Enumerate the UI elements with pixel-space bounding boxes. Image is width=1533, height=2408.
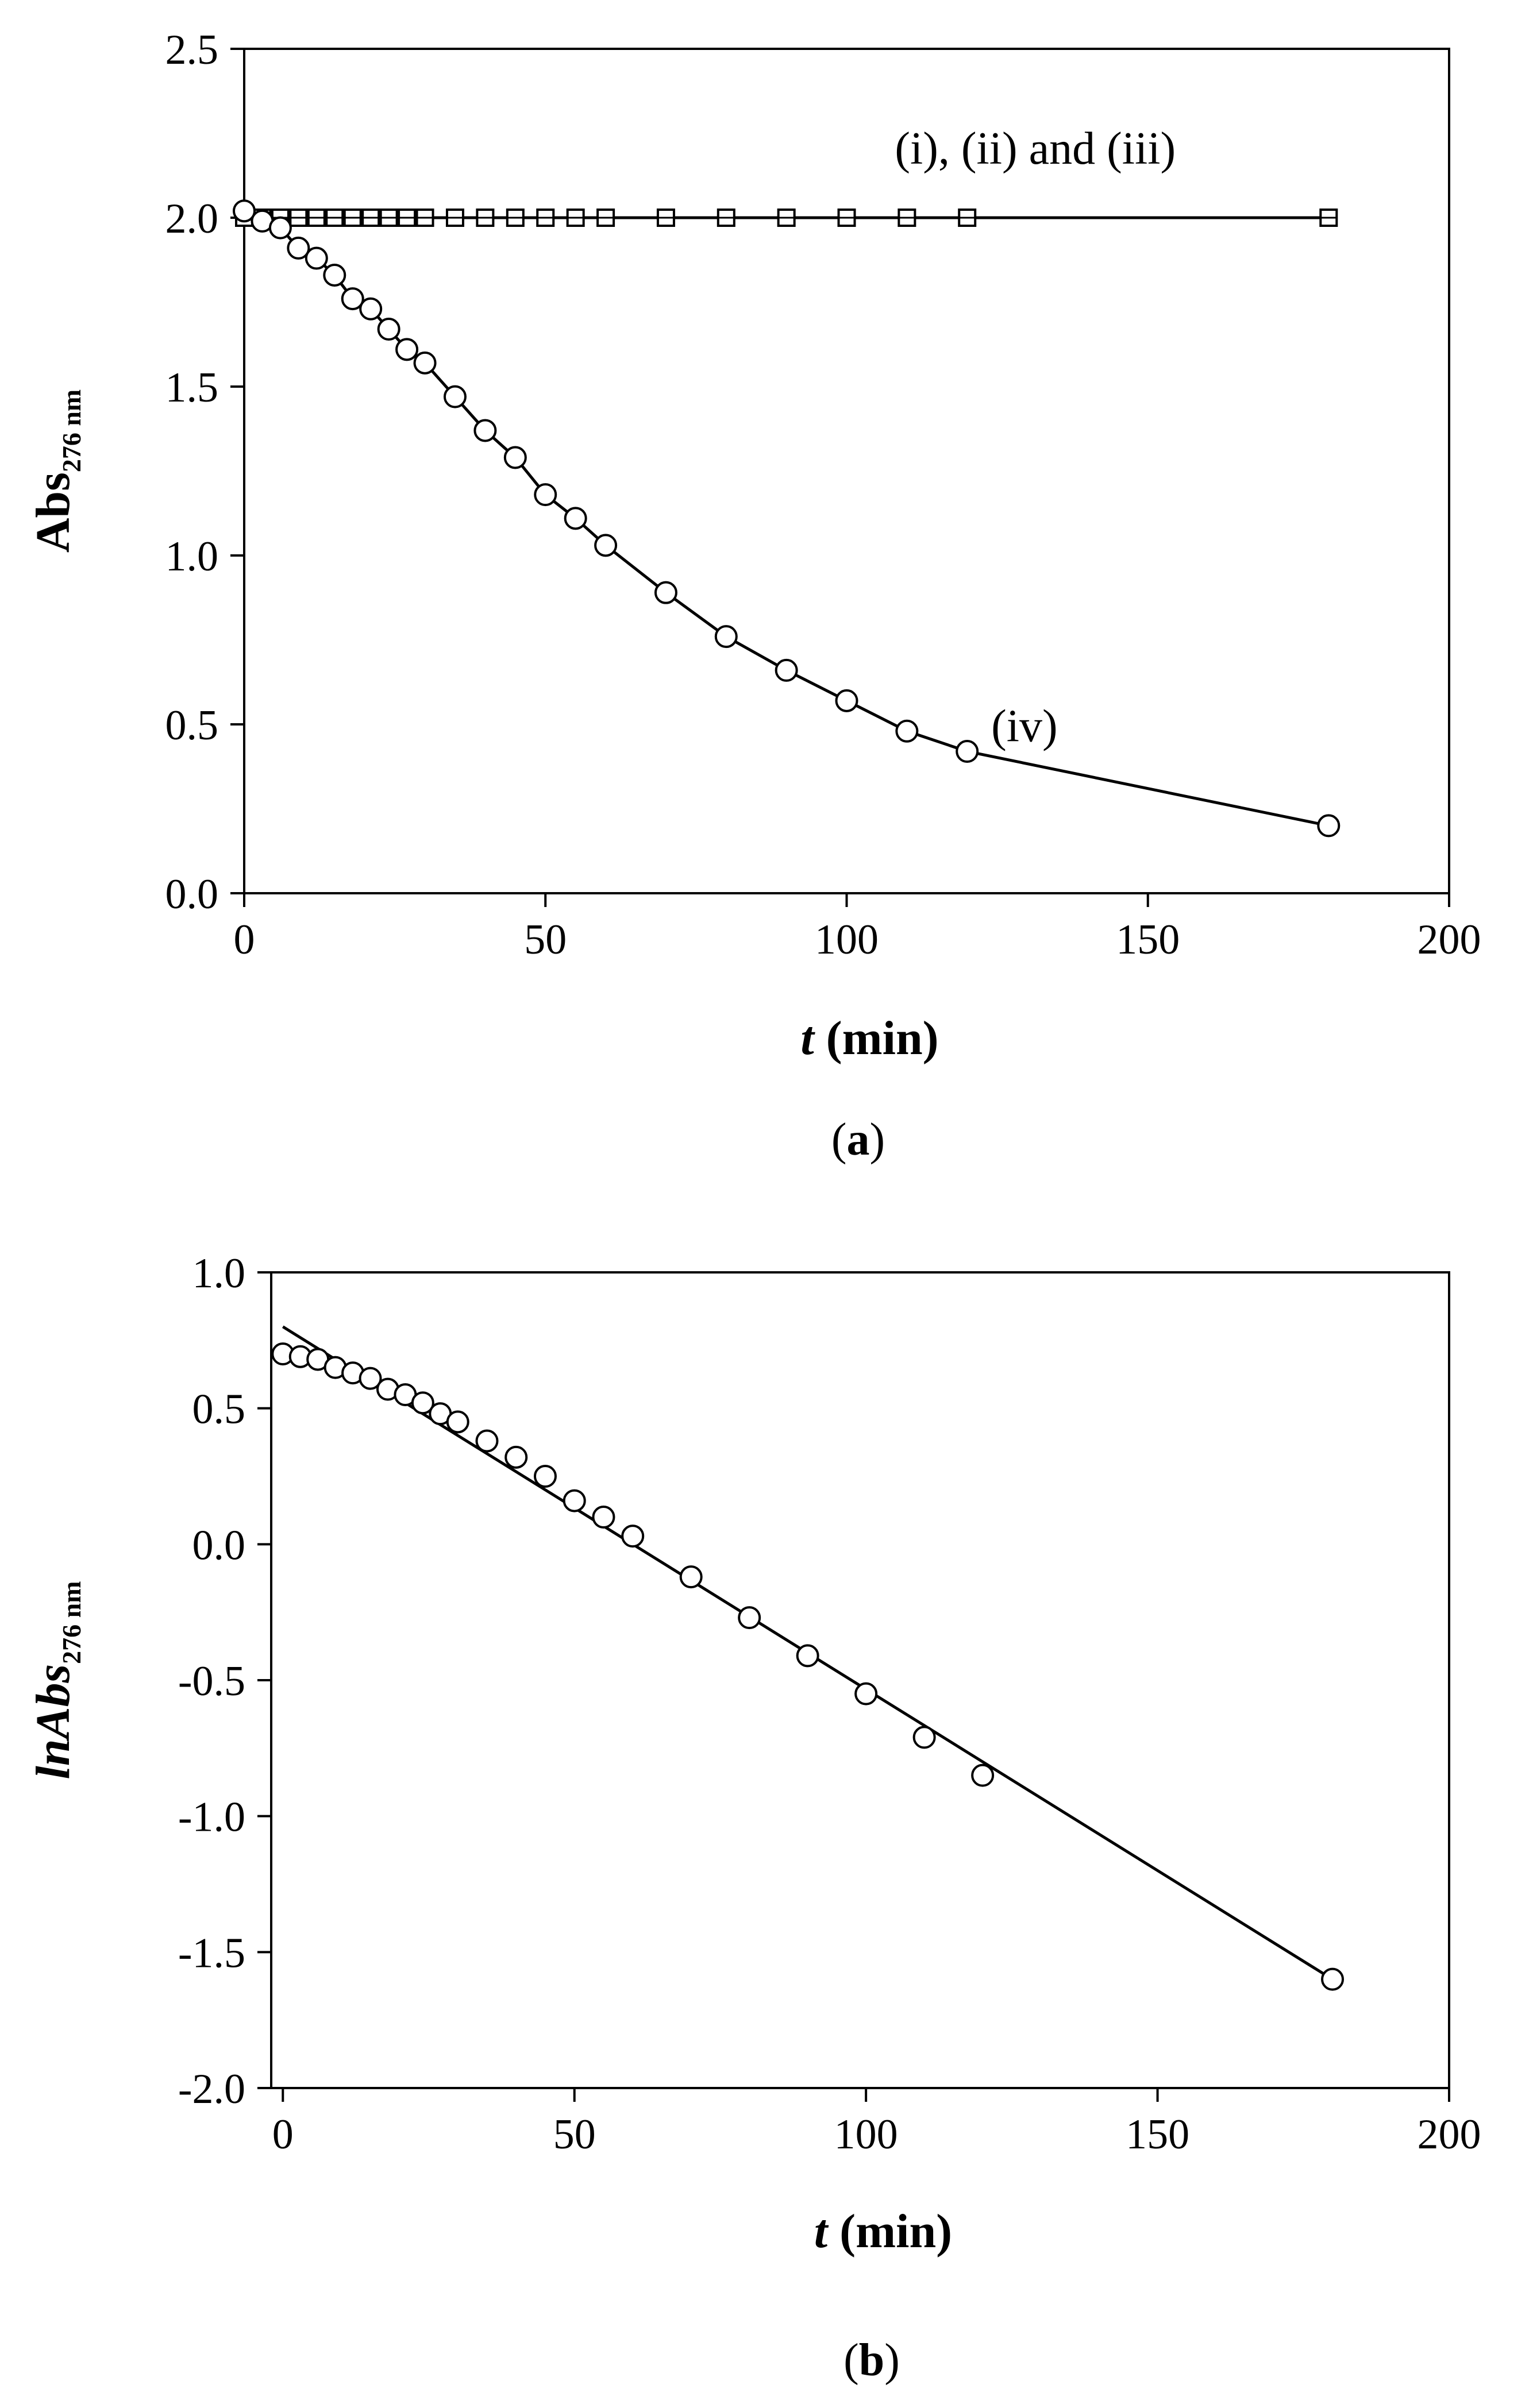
panel-b-x-tick-label: 150 bbox=[1126, 2111, 1189, 2158]
panel-b-x-tick-label: 200 bbox=[1418, 2111, 1481, 2158]
panel-b-series-1-point bbox=[738, 1606, 761, 1630]
panel-a-y-tick-label: 2.5 bbox=[165, 26, 219, 74]
panel-a-series-2-point bbox=[895, 719, 919, 743]
panel-a-series-2-point bbox=[534, 483, 557, 507]
panel-a-series-2-point bbox=[564, 507, 587, 530]
panel-b-series-1-point bbox=[533, 1465, 557, 1488]
panel-a-series-2-point bbox=[503, 446, 527, 469]
panel-a-series-2-point bbox=[323, 263, 346, 287]
panel-a-x-tick-label: 0 bbox=[234, 916, 255, 963]
panel-b-caption-letter: b bbox=[859, 2335, 885, 2386]
panel-b-y-axis-title-sub: 276 nm bbox=[57, 1581, 86, 1664]
panel-b-series-1-point bbox=[854, 1682, 878, 1705]
panel-a-x-tick-label: 150 bbox=[1116, 916, 1180, 963]
panel-b-x-axis-title: t (min) bbox=[814, 2205, 952, 2258]
panel-b-series-1-point bbox=[796, 1644, 819, 1668]
panel-a-plot-frame bbox=[243, 48, 1450, 894]
panel-b-y-tick-label: 1.0 bbox=[192, 1250, 246, 1297]
panel-a-y-tick-label: 1.5 bbox=[165, 364, 219, 411]
panel-b-y-axis-title-main: lnAbs bbox=[26, 1664, 80, 1780]
panel-a-y-tick-label: 0.0 bbox=[165, 871, 219, 918]
panel-b-series-1-point bbox=[592, 1506, 615, 1529]
panel-a-x-tick-label: 200 bbox=[1418, 916, 1481, 963]
panel-b-x-axis-title-unit: (min) bbox=[827, 2205, 952, 2258]
panel-a-y-axis-title-main: Abs bbox=[26, 472, 80, 553]
panel-a-y-tick-label: 2.0 bbox=[165, 195, 219, 242]
panel-a-series-2-point bbox=[395, 338, 419, 361]
panel-b: 0 50 100 150 200 -2.0 -1.5 -1.0 -0.5 0.0 0.5 1.0 t (… bbox=[26, 1250, 1481, 2386]
panel-a-series-2-point bbox=[1317, 814, 1341, 838]
panel-a-x-axis-title-var: t bbox=[800, 1012, 815, 1065]
panel-a-annotation: (iv) bbox=[991, 701, 1058, 751]
panel-b-y-tick-label: 0.0 bbox=[192, 1522, 246, 1569]
panel-b-series-1-point bbox=[504, 1445, 528, 1469]
panel-a-series-2-point bbox=[268, 216, 292, 240]
panel-a-series-2-point bbox=[341, 287, 364, 311]
panel-a-x-tick-label: 50 bbox=[524, 916, 567, 963]
panel-b-series-1-point bbox=[912, 1726, 936, 1749]
panel-a-y-tick-label: 1.0 bbox=[165, 533, 219, 580]
panel-a-series-2-point bbox=[359, 297, 383, 321]
panel-b-y-tick-label: 0.5 bbox=[192, 1386, 246, 1433]
panel-b-series-1-point bbox=[475, 1429, 499, 1453]
panel-a-series-2-point bbox=[775, 658, 798, 682]
panel-b-y-tick-label: -1.5 bbox=[178, 1930, 245, 1977]
panel-a-series-2-point bbox=[473, 419, 497, 442]
panel-b-series-1-point bbox=[411, 1391, 434, 1415]
panel-a-series-2-point bbox=[594, 534, 618, 557]
panel-b-series-1-point bbox=[359, 1367, 382, 1390]
panel-b-y-axis-title: lnAbs276 nm bbox=[26, 1581, 86, 1779]
panel-a-series-2-point bbox=[305, 246, 328, 270]
panel-a-y-axis-title: Abs276 nm bbox=[26, 389, 86, 553]
panel-b-series-1-point bbox=[446, 1410, 469, 1434]
panel-a-caption: (a) bbox=[831, 1114, 885, 1165]
panel-b-y-tick-label: -2.0 bbox=[178, 2066, 245, 2113]
panel-b-series-1-point bbox=[971, 1763, 995, 1787]
panel-a-series-2-point bbox=[287, 236, 310, 260]
panel-a-y-tick-label: 0.5 bbox=[165, 702, 219, 749]
panel-b-x-tick-label: 0 bbox=[272, 2111, 294, 2158]
panel-b-caption: (b) bbox=[843, 2335, 900, 2386]
panel-b-x-axis-title-var: t bbox=[814, 2205, 829, 2258]
panel-b-y-tick-label: -0.5 bbox=[178, 1658, 245, 1705]
panel-a-series-2-line bbox=[243, 210, 1329, 827]
panel-b-series-1-point bbox=[679, 1565, 703, 1589]
panel-a-series-2-point bbox=[413, 351, 437, 375]
panel-a-series-2-point bbox=[714, 625, 738, 649]
panel-a-series-2-point bbox=[443, 385, 467, 408]
panel-a-y-axis-title-sub: 276 nm bbox=[57, 389, 86, 472]
panel-b-x-tick-label: 50 bbox=[553, 2111, 596, 2158]
panel-a-series-2-point bbox=[956, 740, 979, 763]
panel-b-x-tick-label: 100 bbox=[834, 2111, 898, 2158]
panel-a-series-2-point bbox=[233, 199, 256, 223]
panel-a-series-2-point bbox=[654, 581, 677, 604]
panel-a-x-axis-title: t (min) bbox=[800, 1012, 938, 1065]
panel-a-x-tick-label: 100 bbox=[815, 916, 879, 963]
panel-a: 0 50 100 150 200 0.0 0.5 1.0 1.5 2.0 2.5 t (min) Abs… bbox=[26, 26, 1481, 1165]
panel-b-y-tick-label: -1.0 bbox=[178, 1794, 245, 1841]
panel-a-x-axis-title-unit: (min) bbox=[814, 1012, 939, 1065]
panel-a-series-2-point bbox=[835, 689, 858, 712]
panel-a-annotation: (i), (ii) and (iii) bbox=[895, 124, 1176, 174]
panel-a-caption-letter: a bbox=[847, 1114, 870, 1165]
panel-b-series-1-point bbox=[1321, 1967, 1345, 1991]
panel-b-series-1-point bbox=[563, 1489, 586, 1512]
panel-b-series-1-point bbox=[621, 1525, 645, 1548]
panel-a-series-2-point bbox=[377, 318, 400, 341]
panel-b-plot-frame bbox=[270, 1271, 1450, 2089]
